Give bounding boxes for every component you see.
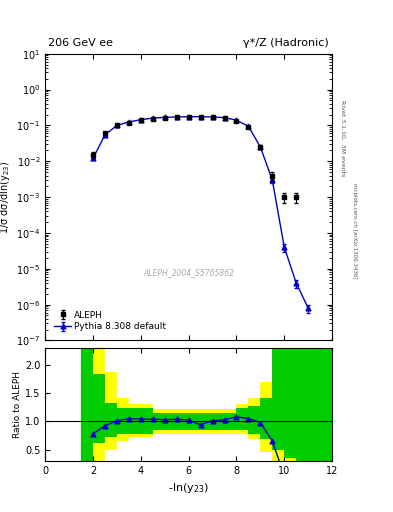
Bar	[272, 348, 284, 461]
Bar	[296, 348, 308, 461]
Bar	[296, 348, 308, 461]
Bar	[117, 398, 129, 441]
Bar	[248, 406, 261, 434]
Y-axis label: Ratio to ALEPH: Ratio to ALEPH	[13, 371, 22, 438]
Bar	[129, 404, 153, 437]
Bar	[93, 348, 105, 461]
Bar	[308, 348, 332, 461]
Bar	[272, 348, 284, 450]
Bar	[93, 373, 105, 443]
Bar	[284, 348, 296, 458]
X-axis label: -ln(y$_{23}$): -ln(y$_{23}$)	[168, 481, 209, 495]
Bar	[117, 409, 153, 434]
Bar	[81, 348, 93, 461]
Bar	[200, 413, 237, 430]
Y-axis label: 1/σ dσ/dln(y$_{23}$): 1/σ dσ/dln(y$_{23}$)	[0, 161, 12, 233]
Bar	[308, 348, 332, 461]
Bar	[284, 348, 296, 461]
Bar	[224, 409, 237, 434]
Text: ALEPH_2004_S5765862: ALEPH_2004_S5765862	[143, 268, 234, 278]
Bar	[105, 403, 117, 437]
Bar	[153, 409, 200, 434]
Bar	[237, 404, 248, 434]
Bar	[153, 413, 200, 430]
Bar	[248, 398, 261, 439]
Text: Rivet 3.1.10,  3M events: Rivet 3.1.10, 3M events	[340, 100, 345, 177]
Bar	[261, 398, 272, 439]
Bar	[105, 372, 117, 450]
Text: γ*/Z (Hadronic): γ*/Z (Hadronic)	[244, 38, 329, 48]
Legend: ALEPH, Pythia 8.308 default: ALEPH, Pythia 8.308 default	[53, 309, 168, 333]
Bar	[237, 409, 248, 430]
Text: 206 GeV ee: 206 GeV ee	[48, 38, 113, 48]
Bar	[261, 382, 272, 453]
Bar	[200, 409, 224, 434]
Bar	[81, 348, 93, 461]
Text: mcplots.cern.ch [arXiv:1306.3436]: mcplots.cern.ch [arXiv:1306.3436]	[352, 183, 357, 278]
